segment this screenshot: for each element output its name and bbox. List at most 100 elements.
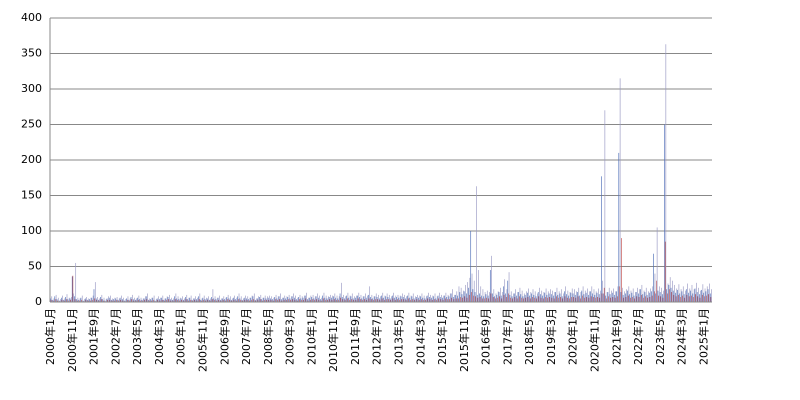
bar bbox=[51, 296, 53, 302]
bar bbox=[320, 300, 322, 302]
x-tick-label: 2000年1月 bbox=[43, 308, 57, 365]
bar bbox=[441, 294, 442, 302]
bar bbox=[392, 298, 394, 302]
bar bbox=[679, 293, 681, 302]
bar bbox=[547, 297, 548, 302]
bar bbox=[98, 299, 99, 302]
bar bbox=[465, 284, 466, 302]
bar bbox=[54, 296, 56, 302]
bar bbox=[107, 299, 109, 302]
bar bbox=[548, 293, 550, 302]
bar bbox=[131, 294, 133, 302]
bar bbox=[152, 297, 154, 302]
bar bbox=[290, 296, 292, 302]
bar bbox=[560, 289, 562, 302]
bar bbox=[522, 296, 524, 302]
bar bbox=[317, 293, 318, 302]
bar bbox=[430, 294, 431, 302]
bar bbox=[74, 296, 75, 302]
bar bbox=[323, 292, 325, 302]
bar bbox=[566, 294, 567, 302]
bar bbox=[444, 298, 446, 302]
bar bbox=[550, 294, 552, 302]
bar bbox=[295, 295, 296, 302]
bar bbox=[228, 298, 230, 302]
bar bbox=[625, 297, 627, 302]
bar bbox=[89, 299, 90, 302]
bar bbox=[680, 289, 682, 302]
bar bbox=[398, 297, 400, 302]
bar bbox=[176, 298, 178, 302]
bar bbox=[445, 292, 447, 302]
bar bbox=[464, 296, 466, 302]
bar bbox=[553, 298, 555, 302]
bar bbox=[184, 298, 185, 302]
bar bbox=[463, 291, 465, 302]
bar bbox=[501, 298, 503, 302]
bar bbox=[219, 295, 220, 302]
bar bbox=[511, 296, 513, 302]
bar bbox=[429, 299, 431, 302]
bar bbox=[702, 284, 704, 302]
bar bbox=[468, 287, 469, 302]
bar bbox=[119, 297, 121, 302]
bar bbox=[277, 296, 279, 302]
bar bbox=[566, 297, 568, 302]
bar bbox=[579, 295, 580, 302]
x-tick-label: 2025年1月 bbox=[696, 308, 710, 365]
bar bbox=[264, 295, 266, 302]
bar bbox=[150, 299, 151, 302]
bar bbox=[336, 299, 337, 302]
bar bbox=[491, 255, 492, 302]
bar bbox=[498, 292, 500, 302]
bar bbox=[546, 294, 548, 302]
bar bbox=[627, 290, 628, 302]
bar bbox=[613, 288, 614, 302]
bar bbox=[575, 297, 577, 302]
bar bbox=[550, 289, 551, 302]
bar bbox=[157, 299, 159, 302]
bar bbox=[296, 300, 298, 302]
bar bbox=[214, 296, 216, 302]
bar bbox=[73, 293, 74, 302]
bar bbox=[415, 297, 417, 302]
bar bbox=[561, 296, 563, 302]
bar bbox=[542, 295, 543, 302]
bar bbox=[306, 292, 307, 302]
bar bbox=[529, 298, 531, 302]
bar bbox=[142, 298, 144, 302]
bar bbox=[242, 300, 244, 302]
bar bbox=[592, 293, 593, 302]
bar bbox=[442, 297, 443, 302]
bar bbox=[502, 292, 503, 302]
bar bbox=[64, 298, 66, 302]
bar bbox=[680, 297, 681, 302]
bar bbox=[297, 297, 299, 302]
bar bbox=[512, 298, 514, 302]
bar bbox=[304, 295, 305, 302]
bar bbox=[66, 299, 67, 302]
bar bbox=[94, 298, 95, 302]
bar bbox=[192, 300, 193, 302]
bar bbox=[86, 297, 87, 302]
bar bbox=[127, 296, 129, 302]
bar bbox=[431, 297, 432, 302]
bar bbox=[494, 296, 495, 302]
bar bbox=[182, 296, 183, 302]
bar bbox=[57, 297, 59, 302]
bar bbox=[366, 299, 368, 302]
bar bbox=[280, 299, 282, 302]
bar bbox=[587, 294, 589, 302]
bar bbox=[275, 299, 276, 302]
bar bbox=[209, 300, 211, 302]
bar bbox=[506, 289, 508, 302]
bar bbox=[109, 299, 111, 302]
bar bbox=[189, 297, 191, 302]
bar bbox=[594, 294, 596, 302]
bar bbox=[649, 297, 651, 302]
x-tick-label: 2022年7月 bbox=[631, 308, 645, 365]
bar bbox=[678, 284, 680, 302]
bar bbox=[335, 297, 337, 302]
bar bbox=[232, 298, 233, 302]
bar bbox=[650, 288, 651, 302]
